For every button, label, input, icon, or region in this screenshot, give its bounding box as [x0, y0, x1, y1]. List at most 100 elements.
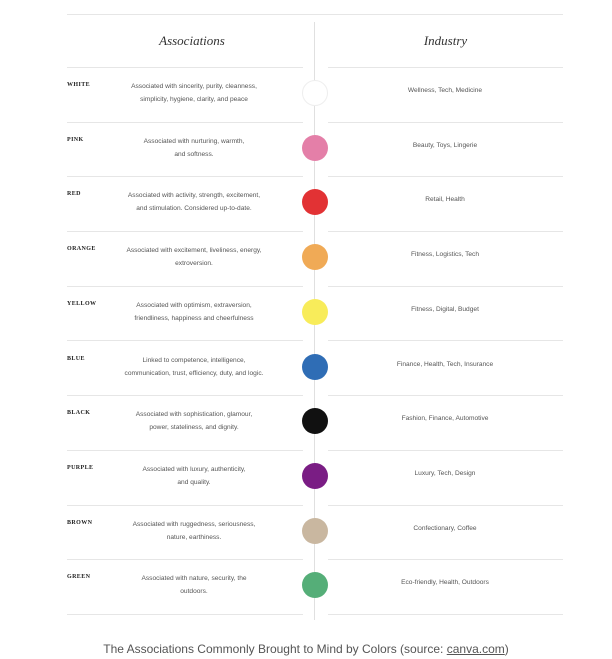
table-row: ORANGE Associated with excitement, liveli… [0, 232, 612, 287]
associations-text: Associated with luxury, authenticity, and… [110, 463, 278, 489]
table-row: BROWN Associated with ruggedness, serious… [0, 506, 612, 561]
associations-column-header: Associations [159, 33, 225, 48]
color-name: BLUE [67, 355, 85, 362]
color-swatch [302, 134, 328, 161]
header-divider-right [328, 67, 563, 68]
associations-line: outdoors. [180, 588, 208, 596]
color-name: PURPLE [67, 464, 94, 471]
associations-line: Associated with luxury, authenticity, [142, 465, 246, 473]
table-row: WHITE Associated with sincerity, purity, … [0, 68, 612, 123]
associations-line: power, stateliness, and dignity. [149, 424, 239, 432]
table-row: BLACK Associated with sophistication, gla… [0, 396, 612, 451]
color-swatch [302, 189, 328, 216]
associations-line: Associated with nature, security, the [141, 575, 247, 583]
color-name: BLACK [67, 410, 91, 417]
associations-line: Associated with sincerity, purity, clean… [131, 83, 257, 90]
industry-text: Finance, Health, Tech, Insurance [396, 360, 494, 368]
associations-line: friendliness, happiness and cheerfulness [134, 314, 254, 322]
row-divider-left [67, 285, 303, 287]
color-swatch [302, 462, 328, 489]
associations-line: simplicity, hygiene, clarity, and peace [140, 96, 248, 103]
associations-line: Associated with optimism, extraversion, [136, 301, 252, 309]
industry-text: Beauty, Toys, Lingerie [412, 141, 478, 149]
associations-text: Associated with sophistication, glamour,… [110, 408, 278, 434]
table-top-border [67, 14, 563, 15]
industry-text: Luxury, Tech, Design [414, 469, 476, 477]
associations-line: extroversion. [175, 260, 213, 268]
associations-text: Linked to competence, intelligence, commu… [110, 354, 278, 380]
row-divider-right [328, 121, 563, 123]
color-swatch [302, 517, 328, 544]
color-name: GREEN [67, 574, 91, 581]
color-swatch [302, 80, 328, 106]
associations-line: Associated with sophistication, glamour, [135, 411, 253, 419]
row-divider-left [67, 340, 303, 342]
caption-source-link[interactable]: canva.com [446, 642, 505, 656]
row-divider-left [67, 613, 303, 615]
figure-caption: The Associations Commonly Brought to Min… [0, 642, 612, 656]
row-divider-right [328, 395, 563, 397]
associations-text: Associated with excitement, liveliness, … [110, 244, 278, 270]
color-name: ORANGE [67, 246, 96, 253]
row-divider-right [328, 231, 563, 233]
header-divider-left [67, 67, 303, 68]
associations-text: Associated with ruggedness, seriousness,… [110, 518, 278, 544]
row-divider-right [328, 559, 563, 561]
row-divider-right [328, 613, 563, 615]
associations-text: Associated with nature, security, the out… [110, 572, 278, 598]
table-row: PINK Associated with nurturing, warmth, an… [0, 123, 612, 178]
row-divider-right [328, 504, 563, 506]
industry-text: Eco-friendly, Health, Outdoors [401, 579, 489, 587]
table-row: RED Associated with activity, strength, e… [0, 177, 612, 233]
color-name: BROWN [67, 519, 93, 526]
row-divider-left [67, 121, 303, 123]
industry-text: Wellness, Tech, Medicine [407, 87, 483, 94]
industry-column-header: Industry [423, 33, 468, 48]
row-divider-left [67, 231, 303, 233]
associations-line: Associated with excitement, liveliness, … [126, 247, 262, 255]
color-name: YELLOW [67, 300, 97, 307]
row-divider-right [328, 285, 563, 287]
color-swatch [302, 572, 328, 599]
color-name: WHITE [67, 82, 91, 88]
industry-text: Retail, Health [425, 196, 465, 204]
industry-text: Fitness, Digital, Budget [411, 305, 479, 313]
caption-text: The Associations Commonly Brought to Min… [103, 642, 447, 656]
table-row: PURPLE Associated with luxury, authentici… [0, 451, 612, 506]
caption-suffix: ) [504, 642, 509, 656]
table-row: GREEN Associated with nature, security, t… [0, 560, 612, 615]
associations-line: Linked to competence, intelligence, [142, 356, 246, 364]
associations-line: Associated with ruggedness, seriousness, [132, 520, 256, 528]
associations-line: and stimulation. Considered up-to-date. [136, 205, 252, 213]
industry-text: Fashion, Finance, Automotive [401, 415, 489, 423]
associations-line: nature, earthiness. [166, 533, 222, 541]
color-name: RED [67, 191, 81, 198]
color-name: PINK [67, 136, 84, 143]
industry-text: Fitness, Logistics, Tech [410, 251, 480, 259]
table-row: YELLOW Associated with optimism, extraver… [0, 287, 612, 342]
color-swatch [302, 408, 328, 435]
associations-text: Associated with sincerity, purity, clean… [110, 80, 278, 106]
associations-text: Associated with activity, strength, exci… [110, 189, 278, 215]
associations-text: Associated with optimism, extraversion, f… [110, 299, 278, 325]
associations-line: communication, trust, efficiency, duty, … [124, 369, 264, 377]
associations-line: and quality. [177, 478, 211, 486]
associations-line: Associated with nurturing, warmth, [143, 137, 245, 145]
associations-text: Associated with nurturing, warmth, and so… [110, 135, 278, 161]
row-divider-right [328, 340, 563, 342]
color-swatch [302, 298, 328, 325]
row-divider-left [67, 559, 303, 561]
table-row: BLUE Linked to competence, intelligence, c… [0, 342, 612, 397]
row-divider-left [67, 176, 303, 178]
industry-text: Confectionary, Coffee [413, 524, 477, 532]
color-swatch [302, 353, 328, 380]
color-swatch [302, 244, 328, 271]
row-divider-right [328, 176, 563, 178]
row-divider-left [67, 504, 303, 506]
associations-line: and softness. [174, 150, 214, 158]
row-divider-right [328, 449, 563, 451]
row-divider-left [67, 395, 303, 397]
associations-line: Associated with activity, strength, exci… [127, 192, 261, 200]
row-divider-left [67, 449, 303, 451]
